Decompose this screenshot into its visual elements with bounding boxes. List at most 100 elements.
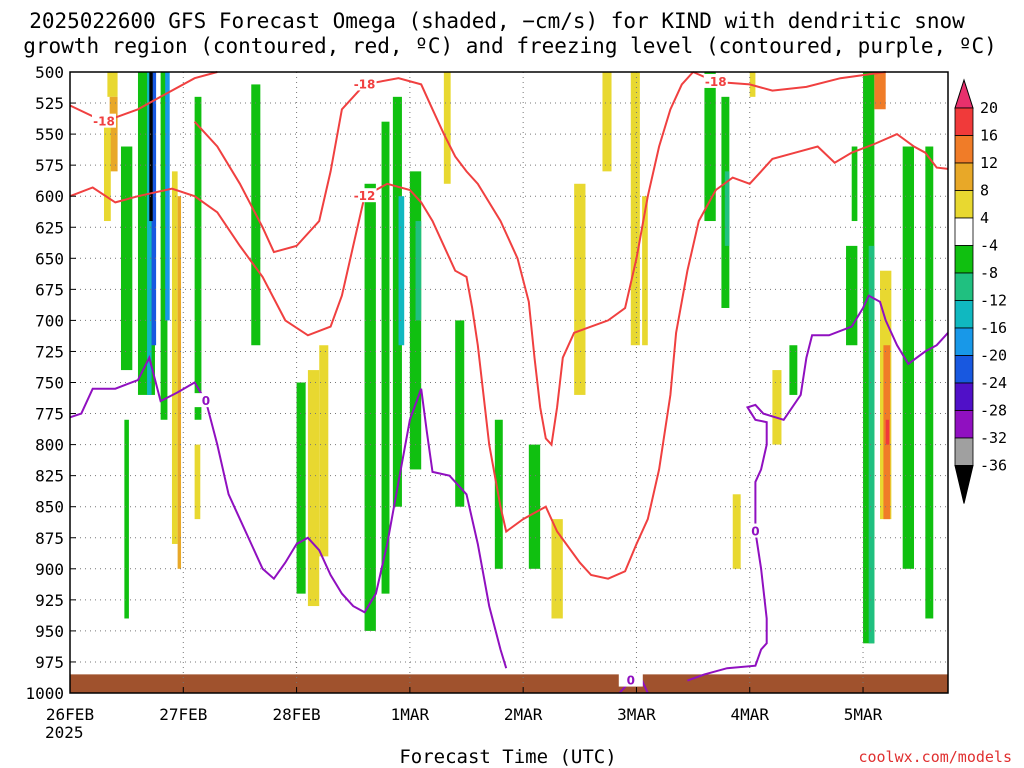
x-axis-ticks: 26FEB 27FEB 28FEB 1MAR 2MAR 3MAR 4MAR 5MAR <box>46 687 883 724</box>
contour-label-bg <box>193 393 218 408</box>
contour-line <box>69 354 508 669</box>
colorbar-segment <box>954 245 974 274</box>
ground-terrain <box>70 674 948 693</box>
omega-shade-band <box>851 146 858 222</box>
y-tick-label: 800 <box>35 436 64 455</box>
omega-shade-band <box>109 96 118 172</box>
omega-shade-band <box>296 382 306 594</box>
omega-shade-band <box>415 221 422 321</box>
omega-shade-band <box>704 72 716 222</box>
omega-shade-band <box>455 320 465 507</box>
omega-shade-band <box>443 72 451 184</box>
omega-shade-band <box>151 72 157 346</box>
omega-shade-band <box>165 72 170 321</box>
omega-shade-band <box>147 72 152 395</box>
colorbar-segment <box>954 382 974 411</box>
omega-shade-band <box>392 96 402 507</box>
credit-text: coolwx.com/models <box>858 748 1012 766</box>
y-tick-label: 725 <box>35 342 64 361</box>
y-tick-label: 975 <box>35 653 64 672</box>
plot-frame <box>69 71 949 694</box>
contour-label-bg <box>703 73 728 88</box>
y-tick-label: 575 <box>35 156 64 175</box>
omega-shade-band <box>551 519 563 619</box>
omega-shade-band <box>902 146 915 569</box>
colorbar-label: 4 <box>980 209 989 227</box>
contour-label: -18 <box>93 115 115 129</box>
colorbar-segment <box>954 135 974 164</box>
omega-shade-band <box>194 444 201 520</box>
y-tick-label: 675 <box>35 280 64 299</box>
contour-label: 0 <box>627 674 635 688</box>
omega-shade-band <box>149 72 153 222</box>
x-tick-label: 2MAR <box>504 705 543 724</box>
contour-label: -18 <box>705 75 727 89</box>
colorbar-segment <box>954 107 974 136</box>
y-axis-ticks: 500 525 550 575 600 625 650 675 700 725 750 775 800 8… <box>25 63 76 703</box>
contour-label: 0 <box>202 394 210 408</box>
omega-shade-band <box>630 72 640 346</box>
omega-shade-band <box>885 419 890 445</box>
omega-shade-band <box>574 183 586 395</box>
omega-shade-band <box>868 245 875 644</box>
y-tick-label: 750 <box>35 374 64 393</box>
colorbar-label: -32 <box>980 429 1007 447</box>
omega-shade-band <box>124 419 129 619</box>
colorbar-top-arrow <box>954 78 974 109</box>
colorbar-segment <box>954 272 974 301</box>
colorbar-segment <box>954 162 974 191</box>
contour-label-bg <box>743 523 768 538</box>
chart-title-line-1: 2025022600 GFS Forecast Omega (shaded, −… <box>29 9 965 33</box>
omega-shade-band <box>874 72 886 110</box>
y-tick-label: 825 <box>35 467 64 486</box>
x-tick-label: 27FEB <box>159 705 207 724</box>
colorbar-segment <box>954 327 974 356</box>
y-tick-label: 925 <box>35 591 64 610</box>
colorbar-label: 16 <box>980 127 998 145</box>
chart-title-line-2: growth region (contoured, red, ºC) and f… <box>23 34 997 58</box>
y-tick-label: 500 <box>35 63 64 82</box>
colorbar-label: -16 <box>980 319 1007 337</box>
y-tick-label: 875 <box>35 529 64 548</box>
omega-shade-band <box>789 345 798 395</box>
contour-label: -18 <box>354 77 376 91</box>
omega-shade-band <box>120 146 133 371</box>
omega-shade-band <box>642 196 648 346</box>
colorbar-segment <box>954 217 974 246</box>
omega-shade-band <box>724 171 730 246</box>
x-tick-label: 28FEB <box>272 705 320 724</box>
y-tick-label: 1000 <box>25 684 64 703</box>
x-tick-label: 26FEB <box>46 705 94 724</box>
y-tick-label: 525 <box>35 94 64 113</box>
x-tick-label: 4MAR <box>730 705 769 724</box>
omega-shade-band <box>160 72 168 420</box>
omega-shade-band <box>107 72 118 97</box>
colorbar-label: 20 <box>980 99 998 117</box>
colorbar-segment <box>954 410 974 439</box>
omega-shade-band <box>307 370 320 607</box>
colorbar: 20 16 12 8 4 -4 -8 -12 -16 -20 -24 -28 -32 -36 <box>954 78 1007 504</box>
y-tick-label: 625 <box>35 218 64 237</box>
x-tick-label: 5MAR <box>844 705 883 724</box>
contour-label-bg <box>352 76 377 91</box>
colorbar-bottom-arrow <box>954 465 974 504</box>
colorbar-label: -24 <box>980 374 1007 392</box>
omega-shade-band <box>364 183 376 631</box>
contour-label: 0 <box>751 525 759 539</box>
colorbar-label: -28 <box>980 402 1007 420</box>
colorbar-segment <box>954 437 974 466</box>
contour-line <box>69 132 949 580</box>
omega-shade-band <box>772 370 782 445</box>
omega-shade-band <box>925 146 934 619</box>
omega-shading <box>103 72 934 644</box>
omega-shade-band <box>177 196 182 569</box>
contour-label: -12 <box>354 189 376 203</box>
y-tick-label: 550 <box>35 125 64 144</box>
colorbar-segment <box>954 300 974 329</box>
colorbar-segment <box>954 190 974 219</box>
omega-shade-band <box>171 171 178 544</box>
y-tick-label: 950 <box>35 622 64 641</box>
y-tick-label: 900 <box>35 560 64 579</box>
colorbar-label: 12 <box>980 154 998 172</box>
